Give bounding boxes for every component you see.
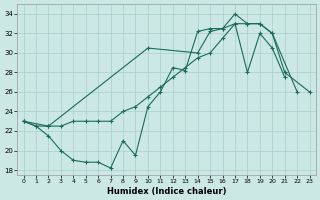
X-axis label: Humidex (Indice chaleur): Humidex (Indice chaleur) bbox=[107, 187, 226, 196]
